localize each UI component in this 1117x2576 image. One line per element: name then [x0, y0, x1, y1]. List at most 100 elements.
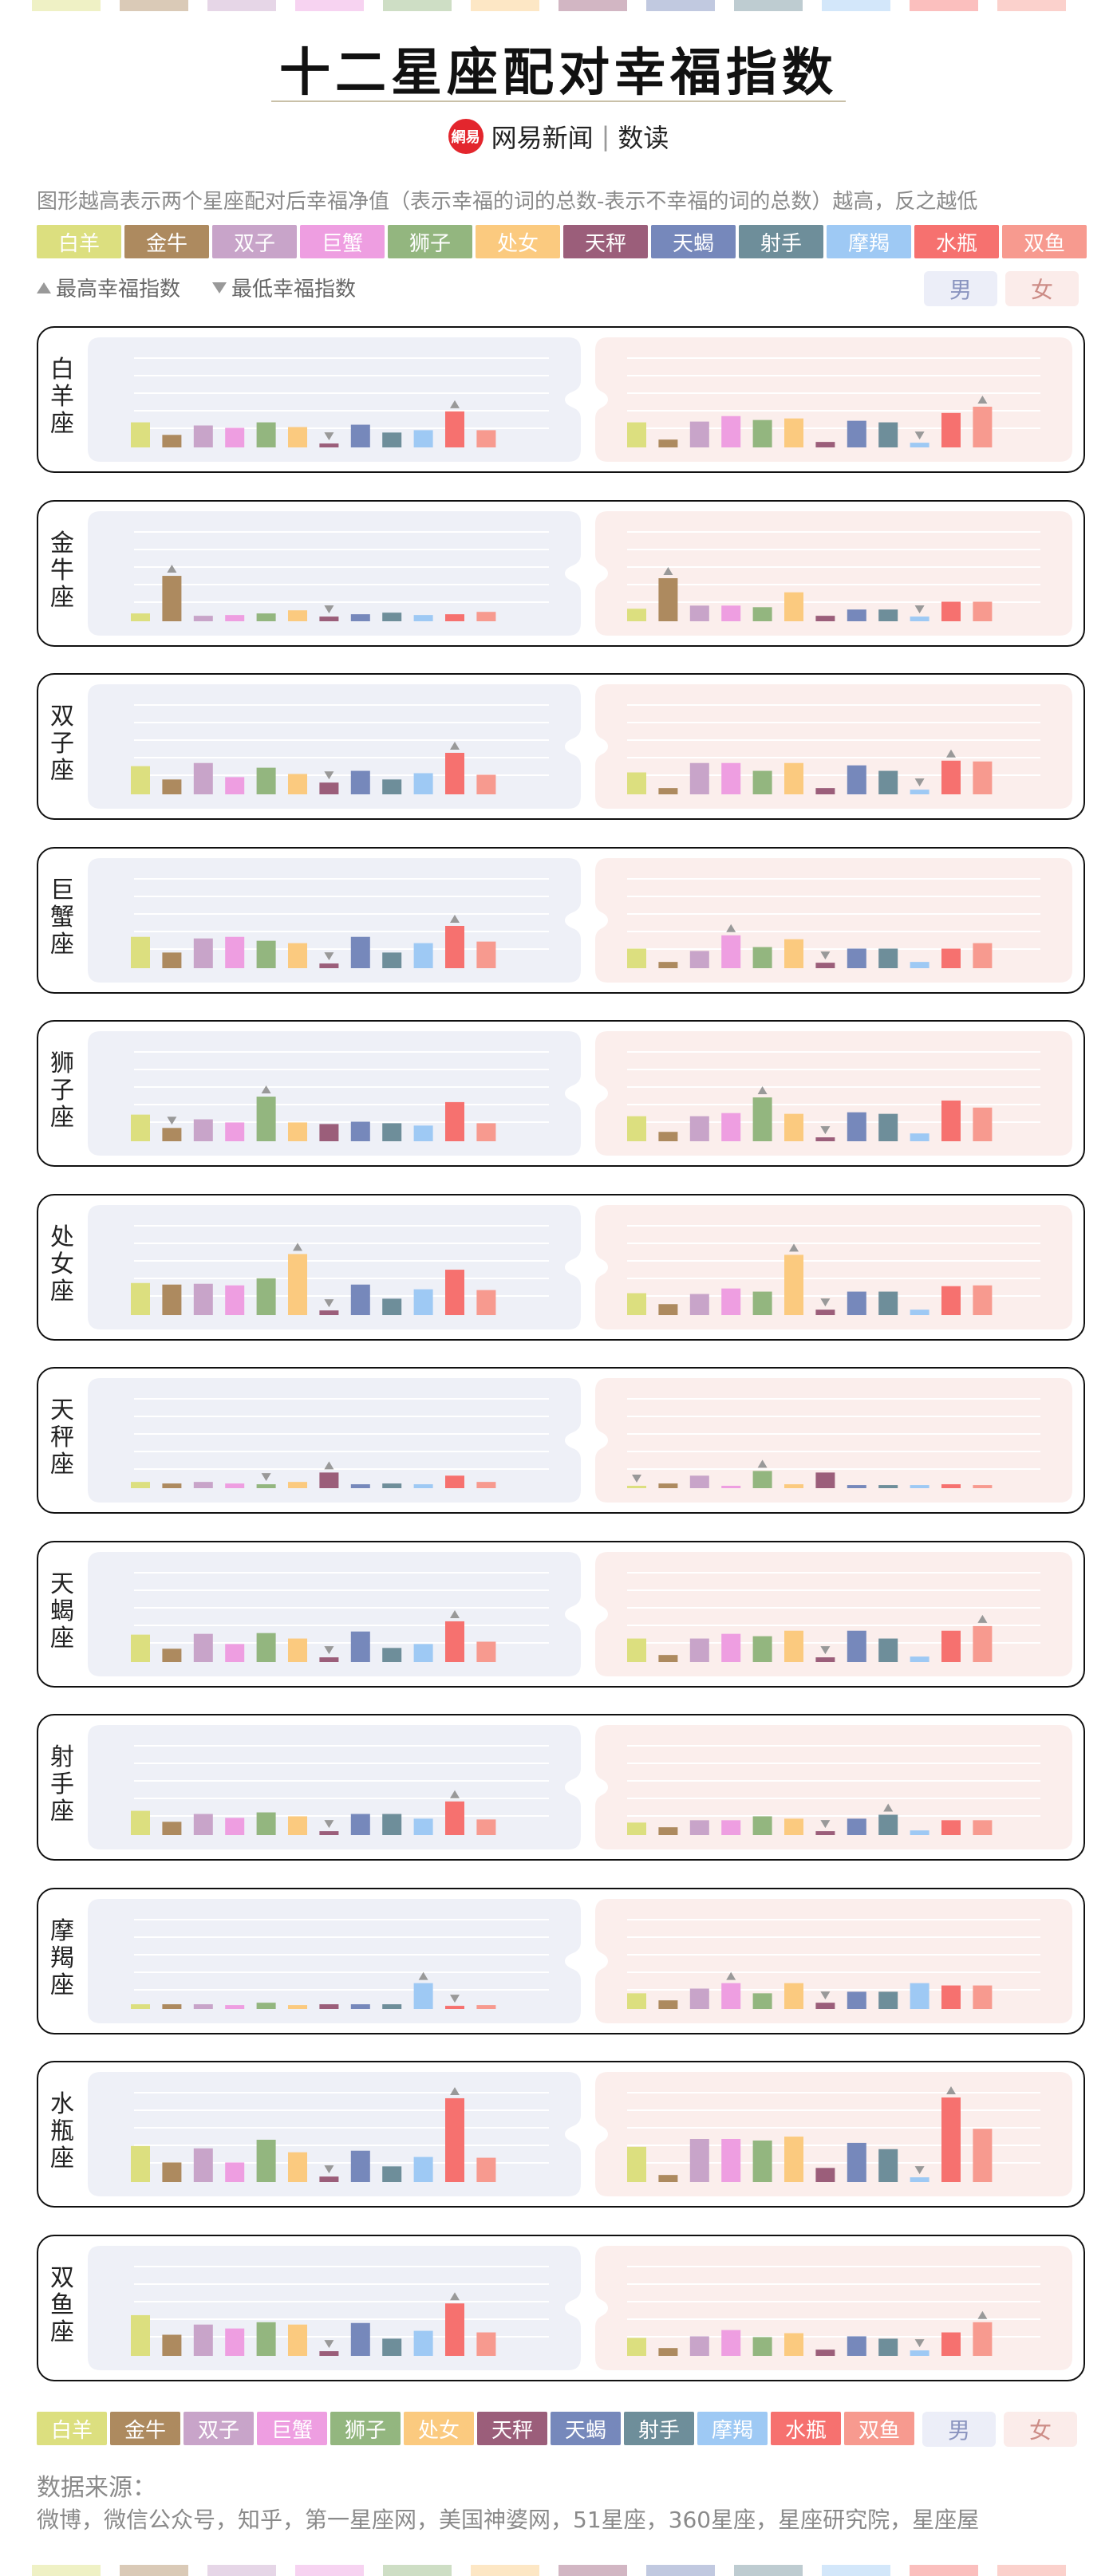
panel-sign-label: 水瓶座 [50, 2090, 74, 2172]
male-bar [193, 2324, 213, 2356]
male-bar [350, 2150, 370, 2182]
panel-sign-label: 天秤座 [50, 1396, 74, 1479]
highest-marker-icon [450, 914, 460, 923]
male-bar [193, 1482, 213, 1488]
female-bar [941, 412, 961, 447]
stripe-segment [383, 2565, 452, 2576]
male-bar [382, 1123, 402, 1141]
panel-chart [88, 1204, 1072, 1329]
legend-male-bottom: 男 [922, 2412, 996, 2447]
legend-sign-8: 射手 [624, 2412, 694, 2445]
chart-panel: 白羊座 [37, 326, 1085, 473]
female-bar [689, 1116, 709, 1141]
male-bar [319, 1656, 339, 1662]
gender-legend-top: 男 女 [924, 271, 1079, 306]
stripe-segment [997, 2565, 1066, 2576]
female-bar [973, 1985, 993, 2009]
female-bar [627, 1638, 646, 1662]
highest-marker-icon [789, 1243, 799, 1251]
female-bar [784, 1818, 803, 1835]
highest-marker-icon [324, 1461, 334, 1470]
male-bar [319, 616, 339, 621]
panel-sign-label: 白羊座 [50, 356, 74, 438]
male-bar [319, 2176, 339, 2182]
female-bar [752, 946, 772, 968]
male-bar [350, 1631, 370, 1662]
male-bar [350, 613, 370, 621]
male-bar [162, 435, 182, 447]
female-bar [815, 2002, 835, 2009]
legend-sign-1: 金牛 [124, 225, 209, 258]
male-bar [413, 1484, 433, 1488]
female-bar [658, 788, 678, 794]
female-bar [627, 947, 646, 968]
male-bar [162, 575, 182, 621]
male-bar [382, 1647, 402, 1662]
highest-marker-icon [726, 1971, 736, 1980]
male-bar [445, 752, 464, 794]
legend-highest: 最高幸福指数 [37, 273, 180, 302]
lowest-marker-icon [167, 1117, 177, 1125]
female-bar [689, 1987, 709, 2009]
female-bar [847, 1112, 866, 1141]
highest-marker-icon [663, 566, 673, 575]
male-bar [131, 422, 150, 447]
stripe-segment [295, 0, 364, 11]
male-bar [225, 936, 245, 968]
male-panel-background [88, 510, 581, 636]
legend-sign-7: 天蝎 [551, 2412, 621, 2445]
female-bar [878, 1113, 898, 1141]
female-bar [941, 2332, 961, 2356]
male-bar [193, 2148, 213, 2182]
male-bar [256, 422, 276, 447]
brand-logo-text: 網易 [451, 129, 480, 146]
legend-sign-0: 白羊 [37, 2412, 107, 2445]
female-bar [847, 2142, 866, 2182]
legend-sign-11: 双鱼 [1002, 225, 1087, 258]
male-bar [193, 1283, 213, 1315]
male-bar [445, 1621, 464, 1662]
highest-marker-icon [450, 2086, 460, 2095]
female-bar [784, 592, 803, 621]
stripe-segment [295, 2565, 364, 2576]
female-bar [752, 606, 772, 621]
lowest-marker-icon [324, 605, 334, 613]
female-bar [973, 1285, 993, 1315]
female-bar [627, 1293, 646, 1315]
male-bar [382, 1298, 402, 1315]
female-bar [910, 1656, 930, 1662]
chart-panel: 摩羯座 [37, 1887, 1085, 2034]
sign-legend-top: 白羊 金牛 双子 巨蟹 狮子 处女 天秤 天蝎 射手 摩羯 水瓶 双鱼 [37, 225, 1087, 258]
female-bar [658, 1654, 678, 1662]
stripe-segment [471, 2565, 539, 2576]
female-bar [752, 1636, 772, 1662]
legend-sign-6: 天秤 [563, 225, 648, 258]
brand-product: 数读 [618, 123, 669, 153]
brand-separator: | [601, 121, 610, 152]
male-bar [225, 1483, 245, 1488]
male-bar [225, 614, 245, 621]
female-bar [658, 1132, 678, 1141]
female-bar [689, 421, 709, 447]
panel-chart [88, 684, 1072, 809]
male-bar [476, 1641, 496, 1662]
male-bar [131, 1282, 150, 1315]
chart-panel: 双子座 [37, 673, 1085, 820]
male-bar [256, 767, 276, 794]
male-bar [350, 770, 370, 794]
male-bar [445, 613, 464, 621]
lowest-marker-icon [450, 1994, 460, 2003]
chart-panel: 双鱼座 [37, 2234, 1085, 2381]
female-bar [689, 1475, 709, 1488]
female-bar [627, 1992, 646, 2009]
highest-marker-icon [450, 400, 460, 408]
male-bar [193, 762, 213, 794]
male-bar [288, 1482, 307, 1488]
female-bar [815, 1137, 835, 1141]
male-bar [382, 2003, 402, 2009]
male-bar [225, 1122, 245, 1141]
male-bar [445, 1269, 464, 1315]
male-bar [413, 2157, 433, 2182]
female-bar [973, 601, 993, 621]
female-bar [658, 2175, 678, 2182]
